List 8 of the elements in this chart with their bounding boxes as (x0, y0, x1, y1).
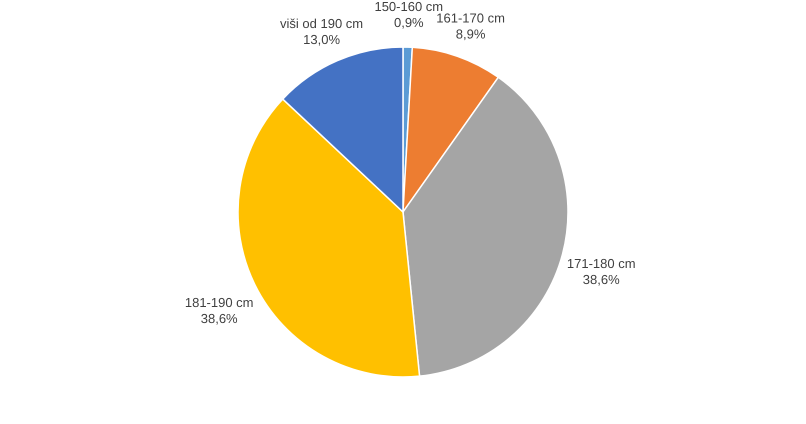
data-label: 8,9% (456, 26, 486, 42)
slice-label: viši od 190 cm (280, 16, 364, 31)
data-label: 38,6% (200, 310, 238, 326)
data-label: 13,0% (303, 32, 340, 47)
slice-label: 171-180 cm (566, 256, 636, 272)
data-label: 0,9% (394, 15, 424, 30)
slice-label: 181-190 cm (184, 294, 254, 310)
data-label: 38,6% (582, 272, 620, 288)
